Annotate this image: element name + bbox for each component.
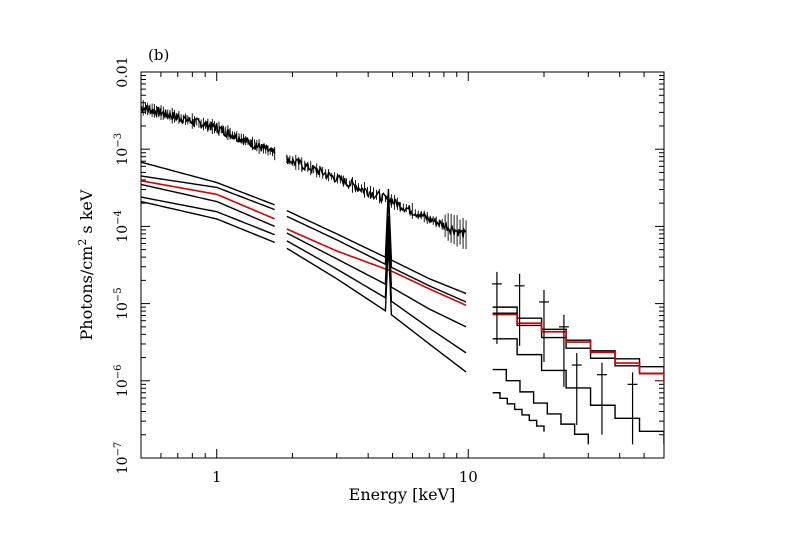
y-tick-label-exponent: −7 [113,442,124,457]
y-tick-label-base: 10 [115,456,131,474]
panel-label: (b) [148,46,169,64]
plot-frame [140,71,665,459]
y-axis-label-main: Photons/cm [77,246,96,341]
y-axis-label-tail: s keV [77,189,96,239]
x-axis-label: Energy [keV] [349,485,456,504]
spectrum-line-model-4 [286,229,467,354]
y-tick-label: 10−5 [113,287,131,320]
y-tick-label-base: 10 [115,148,131,166]
y-tick-label-base: 10 [115,302,131,320]
y-tick-label: 10−7 [113,442,131,475]
y-tick-label-base: 0.01 [115,56,131,87]
spectrum-line-model-3 [141,183,275,228]
spectrum-line-model-red [492,313,664,385]
y-tick-label-base: 10 [115,379,131,397]
axis-ticks [140,71,665,459]
x-tick-label: 1 [212,468,222,486]
spectrum-line-model-3 [286,215,467,328]
y-tick-label-exponent: −5 [113,287,124,302]
spectrum-line-model-5 [141,200,275,244]
y-tick-label: 10−6 [113,365,131,398]
y-tick-label-exponent: −3 [113,133,124,148]
y-tick-label: 10−4 [113,210,131,243]
spectrum-line-model-5 [492,392,545,432]
y-axis-label-sup: 2 [76,239,89,246]
spectrum-line-model-5 [286,243,467,373]
spectrum-line-model-2 [286,196,467,303]
y-tick-label-exponent: −6 [113,365,124,380]
spectrum-line-model-1 [141,161,275,206]
spectrum-line-model-red [286,228,467,307]
spectrum-line-model-4 [141,196,275,236]
x-tick-labels: 1 10 [212,468,478,486]
series-group [141,99,664,445]
y-tick-label: 0.01 [115,56,131,87]
y-tick-label: 10−3 [113,133,131,166]
spectrum-line-model-1 [286,188,467,295]
spectrum-line-model-3 [492,338,664,445]
y-tick-label-base: 10 [115,225,131,243]
spectrum-line-model-2 [141,175,275,211]
spectrum-line-model-red [141,179,276,220]
y-tick-label-exponent: −4 [113,210,124,225]
x-tick-label: 10 [459,468,478,486]
spectrum-line-model-4 [492,368,589,445]
y-axis-label: Photons/cm2 s keV [76,189,96,340]
